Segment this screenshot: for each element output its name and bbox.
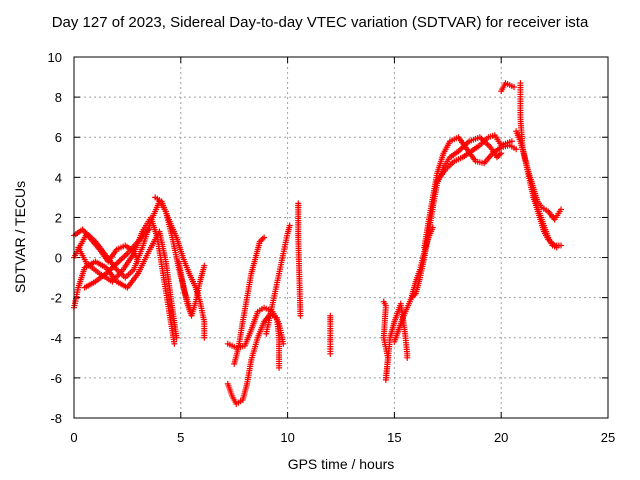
x-tick-label: 10 [280,430,294,445]
series-trace-f [152,194,208,341]
data-point [327,350,334,357]
data-point [280,340,287,347]
y-tick-label: 10 [48,50,62,65]
data-point [201,334,208,341]
data-point [171,340,178,347]
y-tick-label: 2 [55,210,62,225]
data-point [297,312,304,319]
data-points [71,80,565,407]
data-point [135,258,142,265]
y-tick-label: 0 [55,251,62,266]
data-point [145,226,152,233]
y-tick-label: 8 [55,90,62,105]
data-point [201,262,208,269]
series-trace-r [434,132,515,185]
series-trace-k [263,222,293,337]
x-tick-label: 25 [601,430,615,445]
x-axis-label: GPS time / hours [287,456,395,472]
data-point [508,138,515,145]
x-tick-label: 0 [70,430,77,445]
data-point [404,354,411,361]
data-point [276,364,283,371]
data-point [553,244,560,251]
data-point [511,84,518,91]
y-tick-label: 4 [55,170,62,185]
data-point [261,234,268,241]
data-point [513,146,520,153]
y-tick-label: 6 [55,130,62,145]
y-tick-label: -8 [50,411,62,426]
series-trace-g [175,258,208,319]
series-trace-v [530,194,560,251]
data-point [558,242,565,249]
series-trace-m [327,312,334,357]
plot-frame [73,56,609,419]
y-tick-label: -2 [50,291,62,306]
series-trace-s [498,80,518,95]
y-tick-label: -6 [50,371,62,386]
series-trace-j [231,234,268,367]
data-point [286,222,293,229]
data-point [498,150,505,157]
series-trace-q [421,134,520,251]
x-tick-label: 20 [494,430,508,445]
x-tick-label: 15 [387,430,401,445]
y-tick-label: -4 [50,331,62,346]
x-tick-label: 5 [177,430,184,445]
series-trace-l [295,200,304,319]
axis-ticks: 0 5 10 15 20 25 -8 -6 -4 -2 0 2 4 6 8 10 [48,50,616,445]
chart-title: Day 127 of 2023, Sidereal Day-to-day VTE… [51,14,589,31]
data-point [558,206,565,213]
series-trace-e [81,226,152,291]
